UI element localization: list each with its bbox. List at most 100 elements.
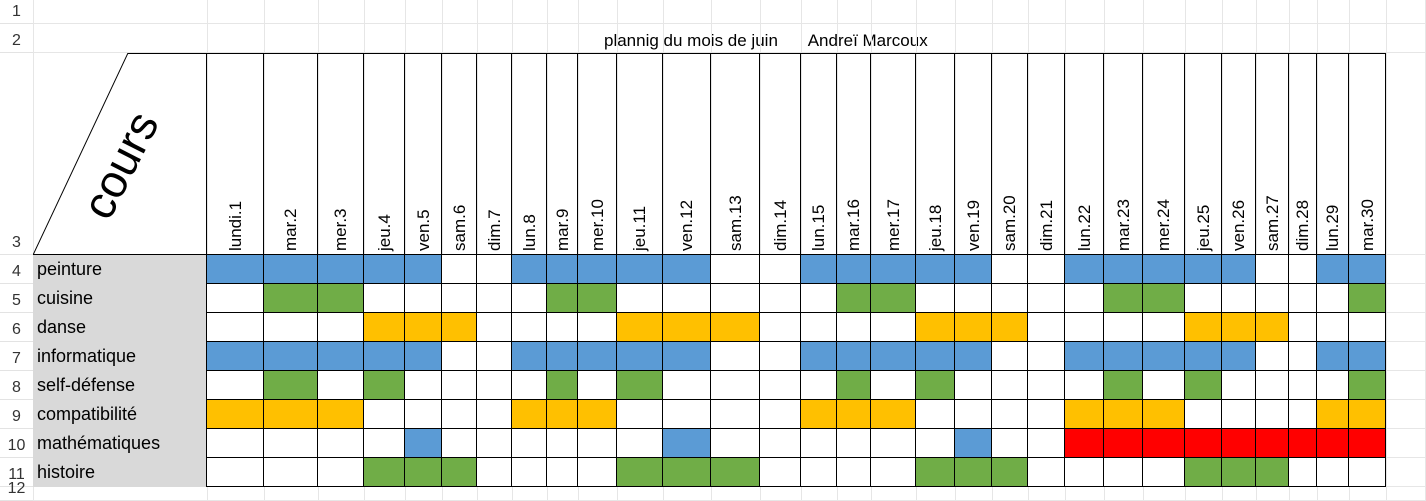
schedule-cell[interactable]: [364, 342, 405, 371]
schedule-cell[interactable]: [1065, 342, 1104, 371]
schedule-cell[interactable]: [512, 458, 547, 487]
schedule-cell[interactable]: [711, 400, 760, 429]
schedule-cell[interactable]: [318, 284, 364, 313]
schedule-cell[interactable]: [1289, 313, 1317, 342]
schedule-cell[interactable]: [1256, 284, 1289, 313]
day-header-4[interactable]: jeu.4: [374, 214, 394, 251]
schedule-cell[interactable]: [364, 313, 405, 342]
schedule-cell[interactable]: [992, 429, 1028, 458]
day-header-20[interactable]: sam.20: [1000, 195, 1019, 251]
row-header-1[interactable]: 1: [0, 0, 33, 24]
schedule-cell[interactable]: [1222, 371, 1256, 400]
schedule-cell[interactable]: [801, 458, 837, 487]
schedule-cell[interactable]: [264, 255, 318, 284]
schedule-cell[interactable]: [955, 458, 992, 487]
schedule-cell[interactable]: [663, 342, 711, 371]
schedule-cell[interactable]: [1065, 458, 1104, 487]
schedule-cell[interactable]: [364, 255, 405, 284]
schedule-cell[interactable]: [1143, 284, 1185, 313]
schedule-cell[interactable]: [1289, 342, 1317, 371]
schedule-cell[interactable]: [1256, 313, 1289, 342]
schedule-cell[interactable]: [663, 429, 711, 458]
schedule-cell[interactable]: [547, 371, 578, 400]
schedule-cell[interactable]: [477, 400, 512, 429]
schedule-cell[interactable]: [617, 400, 663, 429]
schedule-cell[interactable]: [711, 371, 760, 400]
schedule-cell[interactable]: [207, 284, 264, 313]
schedule-cell[interactable]: [1222, 284, 1256, 313]
schedule-cell[interactable]: [547, 342, 578, 371]
schedule-cell[interactable]: [318, 429, 364, 458]
schedule-cell[interactable]: [1104, 342, 1143, 371]
schedule-cell[interactable]: [1317, 400, 1349, 429]
schedule-cell[interactable]: [760, 284, 801, 313]
schedule-cell[interactable]: [1104, 255, 1143, 284]
schedule-cell[interactable]: [871, 400, 916, 429]
schedule-cell[interactable]: [442, 371, 477, 400]
schedule-cell[interactable]: [1317, 342, 1349, 371]
schedule-cell[interactable]: [1065, 284, 1104, 313]
schedule-cell[interactable]: [547, 313, 578, 342]
day-header-15[interactable]: lun.15: [809, 204, 828, 251]
schedule-cell[interactable]: [992, 458, 1028, 487]
schedule-cell[interactable]: [992, 371, 1028, 400]
schedule-cell[interactable]: [1349, 313, 1386, 342]
schedule-cell[interactable]: [916, 255, 955, 284]
schedule-cell[interactable]: [1143, 342, 1185, 371]
schedule-cell[interactable]: [871, 371, 916, 400]
day-header-10[interactable]: mer.10: [587, 199, 607, 251]
schedule-cell[interactable]: [442, 313, 477, 342]
schedule-cell[interactable]: [1349, 458, 1386, 487]
schedule-cell[interactable]: [364, 400, 405, 429]
schedule-cell[interactable]: [1349, 371, 1386, 400]
schedule-cell[interactable]: [617, 458, 663, 487]
day-header-8[interactable]: lun.8: [519, 214, 539, 251]
course-label-7[interactable]: mathématiques: [33, 429, 207, 458]
schedule-cell[interactable]: [264, 313, 318, 342]
course-label-2[interactable]: cuisine: [33, 284, 207, 313]
schedule-cell[interactable]: [871, 313, 916, 342]
schedule-cell[interactable]: [442, 342, 477, 371]
schedule-cell[interactable]: [992, 342, 1028, 371]
schedule-cell[interactable]: [264, 342, 318, 371]
schedule-cell[interactable]: [711, 284, 760, 313]
schedule-cell[interactable]: [1143, 458, 1185, 487]
course-label-4[interactable]: informatique: [33, 342, 207, 371]
schedule-cell[interactable]: [1065, 313, 1104, 342]
schedule-cell[interactable]: [617, 342, 663, 371]
schedule-cell[interactable]: [405, 342, 442, 371]
schedule-cell[interactable]: [837, 284, 871, 313]
row-header-2[interactable]: 2: [0, 24, 33, 53]
schedule-cell[interactable]: [760, 342, 801, 371]
schedule-cell[interactable]: [442, 458, 477, 487]
schedule-cell[interactable]: [207, 313, 264, 342]
schedule-cell[interactable]: [477, 371, 512, 400]
schedule-cell[interactable]: [264, 458, 318, 487]
day-header-11[interactable]: jeu.11: [630, 205, 649, 251]
schedule-cell[interactable]: [871, 429, 916, 458]
schedule-cell[interactable]: [1143, 255, 1185, 284]
schedule-cell[interactable]: [1104, 371, 1143, 400]
schedule-cell[interactable]: [1104, 284, 1143, 313]
schedule-cell[interactable]: [1185, 313, 1222, 342]
course-label-8[interactable]: histoire: [33, 458, 207, 487]
schedule-cell[interactable]: [801, 400, 837, 429]
schedule-cell[interactable]: [801, 284, 837, 313]
schedule-cell[interactable]: [663, 371, 711, 400]
day-header-2[interactable]: mar.2: [281, 208, 300, 251]
schedule-cell[interactable]: [578, 313, 617, 342]
schedule-cell[interactable]: [547, 429, 578, 458]
schedule-cell[interactable]: [801, 255, 837, 284]
schedule-cell[interactable]: [318, 255, 364, 284]
schedule-cell[interactable]: [207, 255, 264, 284]
schedule-cell[interactable]: [512, 284, 547, 313]
schedule-cell[interactable]: [837, 400, 871, 429]
day-header-3[interactable]: mer.3: [331, 208, 350, 251]
schedule-cell[interactable]: [578, 255, 617, 284]
schedule-cell[interactable]: [477, 284, 512, 313]
day-header-19[interactable]: ven.19: [963, 199, 983, 251]
day-header-21[interactable]: dim.21: [1036, 199, 1056, 251]
day-header-16[interactable]: mar.16: [844, 199, 863, 251]
day-header-12[interactable]: ven.12: [677, 199, 696, 251]
schedule-cell[interactable]: [1028, 313, 1065, 342]
